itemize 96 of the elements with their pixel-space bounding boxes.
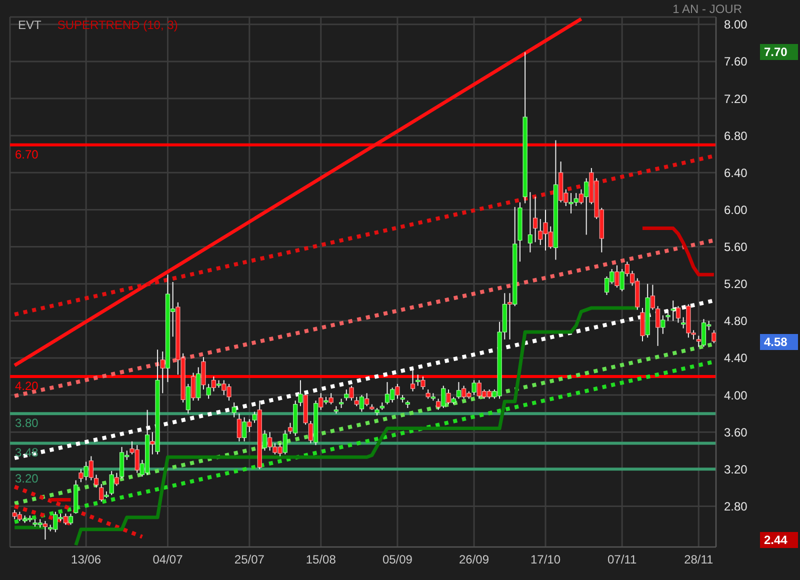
candlestick (94, 474, 99, 488)
candlestick (160, 350, 165, 394)
candlestick (68, 513, 74, 526)
ref-line-label: 4.20 (15, 379, 39, 394)
candlestick (206, 383, 211, 400)
candlestick (359, 394, 364, 412)
candlestick (282, 430, 288, 455)
y-tick-label: 5.60 (724, 240, 748, 254)
candlestick (614, 264, 620, 288)
x-tick-label: 26/09 (459, 552, 490, 567)
candlestick (308, 420, 313, 444)
candlestick (532, 196, 538, 243)
candlestick (88, 456, 94, 481)
y-tick-label: 2.80 (724, 499, 748, 514)
candlestick (344, 388, 349, 402)
candlestick (242, 416, 247, 442)
candlestick (416, 374, 420, 386)
y-tick-label: 7.20 (724, 92, 748, 106)
candlestick (190, 372, 196, 402)
y-tick-label: 3.20 (724, 462, 748, 476)
text: 2.44 (760, 532, 798, 548)
text: 1 AN - JOUR (672, 2, 742, 16)
x-tick-label: 04/07 (152, 552, 184, 567)
x-tick-label: 07/11 (608, 552, 637, 567)
x-tick-label: 17/10 (530, 552, 561, 567)
candlestick (247, 418, 252, 433)
candlestick (42, 520, 48, 540)
candlestick (201, 356, 206, 390)
y-tick-label: 4.40 (724, 351, 748, 366)
candlestick (150, 432, 155, 455)
annotation: EVT (18, 18, 42, 32)
candlestick (670, 300, 676, 322)
candlestick (441, 385, 446, 409)
candlestick (236, 413, 242, 442)
candlestick (712, 330, 716, 344)
candlestick (63, 513, 68, 526)
candlestick (252, 411, 257, 424)
y-tick-label: 5.20 (724, 277, 748, 292)
y-tick-label: 3.60 (724, 425, 748, 440)
candlestick (620, 268, 624, 292)
candlestick (232, 402, 236, 418)
candlestick (364, 392, 370, 407)
text: 4.58 (760, 334, 798, 350)
candlestick (354, 396, 359, 407)
candlestick (78, 468, 84, 483)
candlestick (666, 309, 670, 322)
candlestick (528, 192, 532, 253)
x-tick-label: 25/07 (234, 552, 265, 567)
candlestick (410, 368, 416, 392)
candlestick (446, 388, 451, 405)
candlestick (507, 292, 512, 340)
x-tick-label: 15/08 (306, 552, 336, 567)
candlestick (288, 422, 293, 434)
y-tick-label: 8.00 (724, 18, 748, 32)
candlestick (584, 178, 589, 236)
candlestick (395, 383, 400, 400)
candlestick (114, 472, 119, 486)
y-tick-label: 6.40 (724, 166, 748, 180)
candlestick (420, 376, 426, 390)
candlestick (681, 316, 686, 329)
candlestick (578, 188, 584, 205)
candlestick (262, 430, 268, 452)
ref-line-label: 3.80 (15, 416, 39, 430)
candlestick (339, 398, 344, 409)
candlestick (660, 314, 666, 334)
candlestick (472, 380, 476, 396)
candlestick (426, 388, 430, 400)
candlestick (456, 382, 462, 400)
candlestick (640, 307, 645, 342)
candlestick (211, 376, 216, 392)
x-tick-label: 13/06 (71, 552, 102, 567)
candlestick (109, 470, 114, 496)
candlestick (436, 398, 441, 410)
ref-line-label: 3.48 (15, 446, 39, 460)
candlestick (84, 461, 88, 481)
text: 7.70 (760, 44, 798, 60)
y-tick-label: 4.00 (724, 388, 748, 402)
candlestick (99, 483, 104, 502)
candlestick (318, 392, 324, 410)
text: SUPERTREND (10, 3) (57, 18, 178, 32)
x-tick-label: 05/09 (382, 552, 413, 567)
candlestick (676, 306, 681, 324)
y-tick-label: 7.60 (724, 54, 748, 69)
ref-line-label: 6.70 (15, 147, 39, 162)
y-tick-label: 6.00 (724, 202, 748, 217)
candlestick (349, 385, 354, 402)
x-tick-label: 28/11 (684, 552, 714, 567)
candlestick (696, 335, 701, 348)
ref-line-label: 3.20 (15, 472, 39, 486)
candlestick (656, 306, 660, 346)
candlestick (298, 380, 303, 407)
candlestick (328, 392, 334, 405)
y-tick-label: 6.80 (724, 128, 748, 143)
candlestick (186, 383, 190, 414)
candlestick (650, 284, 655, 310)
y-tick-label: 4.80 (724, 314, 748, 328)
